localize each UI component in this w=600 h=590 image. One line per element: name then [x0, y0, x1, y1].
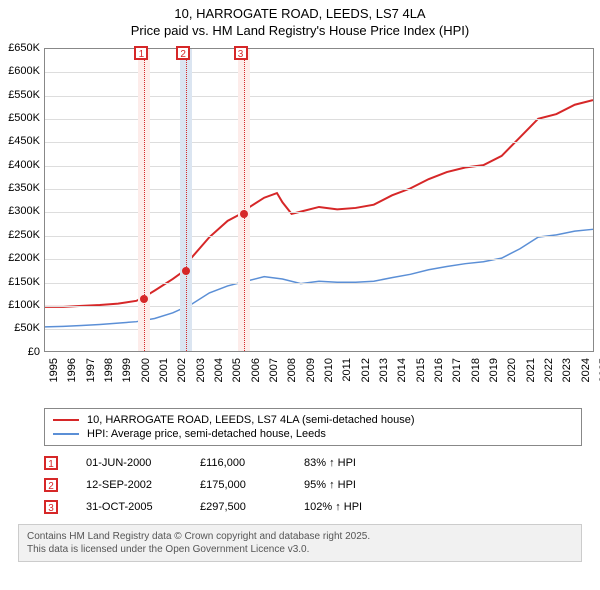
x-tick-label: 2009 — [305, 358, 317, 382]
attribution: Contains HM Land Registry data © Crown c… — [18, 524, 582, 562]
sales-row: 3 31-OCT-2005 £297,500 102% ↑ HPI — [44, 496, 582, 518]
sales-table: 1 01-JUN-2000 £116,000 83% ↑ HPI 2 12-SEP-200… — [44, 452, 582, 518]
y-tick-label: £250K — [0, 229, 40, 241]
title-line-1: 10, HARROGATE ROAD, LEEDS, LS7 4LA — [0, 6, 600, 23]
grid-line — [45, 329, 593, 330]
sales-pct: 83% ↑ HPI — [304, 457, 356, 469]
grid-line — [45, 283, 593, 284]
x-tick-label: 2013 — [378, 358, 390, 382]
grid-line — [45, 236, 593, 237]
marker-number-box: 3 — [234, 46, 248, 60]
sales-pct: 95% ↑ HPI — [304, 479, 356, 491]
x-tick-label: 2017 — [451, 358, 463, 382]
x-tick-label: 2014 — [396, 358, 408, 382]
marker-number-box: 1 — [134, 46, 148, 60]
x-tick-label: 2023 — [561, 358, 573, 382]
x-tick-label: 2007 — [268, 358, 280, 382]
x-tick-label: 1998 — [103, 358, 115, 382]
chart-area: £0 £50K £100K £150K £200K £250K £300K £350K £400… — [0, 42, 600, 402]
sales-price: £116,000 — [200, 457, 276, 469]
marker-vertical-line — [144, 49, 145, 351]
attribution-line-1: Contains HM Land Registry data © Crown c… — [27, 530, 573, 543]
y-tick-label: £650K — [0, 42, 40, 54]
x-tick-label: 2005 — [231, 358, 243, 382]
sales-price: £175,000 — [200, 479, 276, 491]
y-tick-label: £350K — [0, 182, 40, 194]
x-tick-label: 2024 — [580, 358, 592, 382]
sales-date: 01-JUN-2000 — [86, 457, 172, 469]
legend-row: 10, HARROGATE ROAD, LEEDS, LS7 4LA (semi… — [53, 413, 573, 427]
x-tick-label: 2021 — [525, 358, 537, 382]
y-tick-label: £300K — [0, 205, 40, 217]
sales-date: 31-OCT-2005 — [86, 501, 172, 513]
chart-container: 10, HARROGATE ROAD, LEEDS, LS7 4LA Price… — [0, 0, 600, 590]
grid-line — [45, 166, 593, 167]
x-tick-label: 1996 — [66, 358, 78, 382]
sales-number-box: 2 — [44, 478, 58, 492]
legend-row: HPI: Average price, semi-detached house,… — [53, 427, 573, 441]
grid-line — [45, 142, 593, 143]
legend-swatch — [53, 433, 79, 435]
x-tick-label: 2002 — [176, 358, 188, 382]
grid-line — [45, 259, 593, 260]
series-line-hpi — [45, 229, 593, 327]
y-tick-label: £0 — [0, 346, 40, 358]
x-tick-label: 1999 — [121, 358, 133, 382]
grid-line — [45, 119, 593, 120]
x-tick-label: 2019 — [488, 358, 500, 382]
legend: 10, HARROGATE ROAD, LEEDS, LS7 4LA (semi… — [44, 408, 582, 446]
grid-line — [45, 72, 593, 73]
grid-line — [45, 189, 593, 190]
x-tick-label: 1997 — [85, 358, 97, 382]
grid-line — [45, 306, 593, 307]
legend-label: HPI: Average price, semi-detached house,… — [87, 428, 326, 440]
sales-number-box: 3 — [44, 500, 58, 514]
x-tick-label: 2001 — [158, 358, 170, 382]
sales-number-box: 1 — [44, 456, 58, 470]
x-tick-label: 2006 — [250, 358, 262, 382]
x-tick-label: 2003 — [195, 358, 207, 382]
sale-point-dot — [240, 210, 248, 218]
x-tick-label: 2010 — [323, 358, 335, 382]
grid-line — [45, 212, 593, 213]
y-tick-label: £50K — [0, 322, 40, 334]
y-tick-label: £100K — [0, 299, 40, 311]
x-tick-label: 2022 — [543, 358, 555, 382]
legend-label: 10, HARROGATE ROAD, LEEDS, LS7 4LA (semi… — [87, 414, 415, 426]
title-line-2: Price paid vs. HM Land Registry's House … — [0, 23, 600, 40]
title-block: 10, HARROGATE ROAD, LEEDS, LS7 4LA Price… — [0, 0, 600, 42]
sale-point-dot — [182, 267, 190, 275]
y-tick-label: £600K — [0, 65, 40, 77]
y-tick-label: £500K — [0, 112, 40, 124]
y-tick-label: £550K — [0, 89, 40, 101]
x-tick-label: 1995 — [48, 358, 60, 382]
sales-row: 2 12-SEP-2002 £175,000 95% ↑ HPI — [44, 474, 582, 496]
sale-point-dot — [140, 295, 148, 303]
sales-pct: 102% ↑ HPI — [304, 501, 362, 513]
x-tick-label: 2020 — [506, 358, 518, 382]
grid-line — [45, 96, 593, 97]
y-tick-label: £150K — [0, 276, 40, 288]
y-tick-label: £450K — [0, 135, 40, 147]
plot-area — [44, 48, 594, 352]
marker-vertical-line — [244, 49, 245, 351]
x-tick-label: 2016 — [433, 358, 445, 382]
attribution-line-2: This data is licensed under the Open Gov… — [27, 543, 573, 556]
marker-number-box: 2 — [176, 46, 190, 60]
sales-row: 1 01-JUN-2000 £116,000 83% ↑ HPI — [44, 452, 582, 474]
sales-date: 12-SEP-2002 — [86, 479, 172, 491]
y-tick-label: £200K — [0, 252, 40, 264]
y-tick-label: £400K — [0, 159, 40, 171]
marker-vertical-line — [186, 49, 187, 351]
x-tick-label: 2015 — [415, 358, 427, 382]
sales-price: £297,500 — [200, 501, 276, 513]
x-tick-label: 2011 — [341, 358, 353, 382]
x-tick-label: 2004 — [213, 358, 225, 382]
x-tick-label: 2012 — [360, 358, 372, 382]
x-tick-label: 2008 — [286, 358, 298, 382]
series-line-subject — [45, 100, 593, 307]
x-tick-label: 2018 — [470, 358, 482, 382]
legend-swatch — [53, 419, 79, 421]
x-tick-label: 2000 — [140, 358, 152, 382]
